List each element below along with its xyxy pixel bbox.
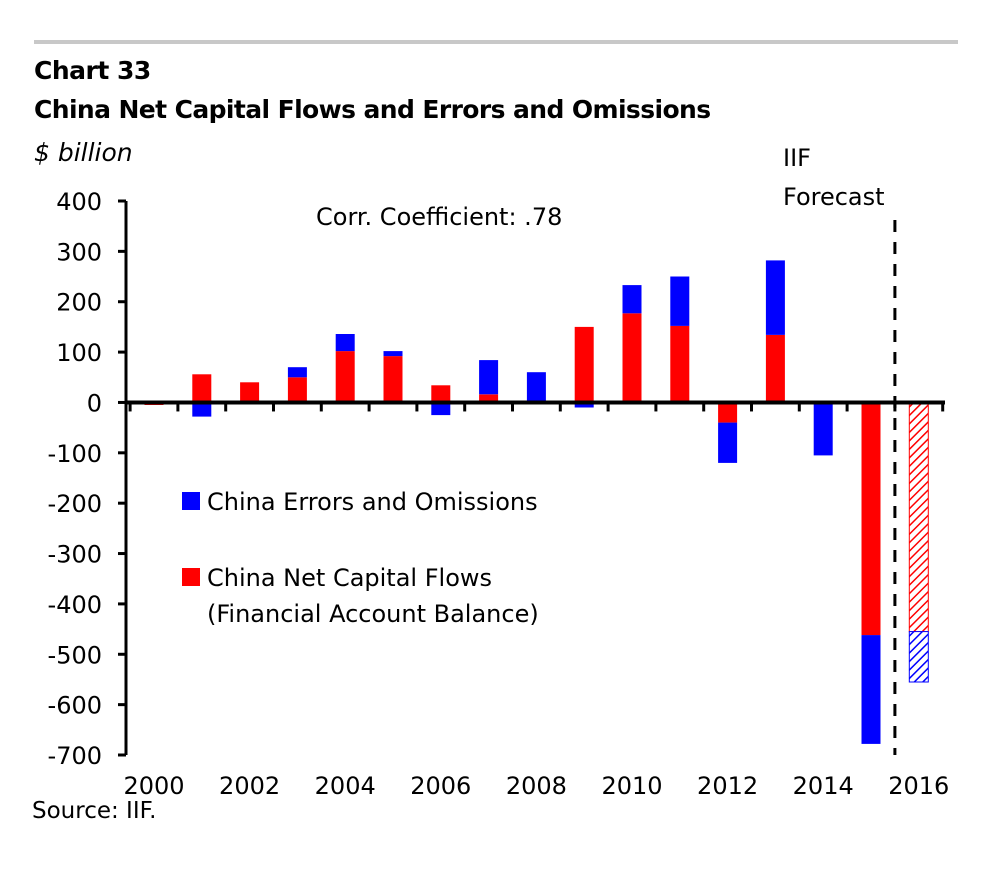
x-tick-label: 2000	[123, 772, 184, 800]
bar-errors-omissions-2013	[765, 260, 785, 335]
bar-net-capital-flows-2003	[287, 377, 307, 403]
x-tick-label: 2016	[888, 772, 949, 800]
bar-net-capital-flows-2002	[240, 382, 260, 403]
forecast-annotation-line2: Forecast	[783, 183, 885, 211]
bar-errors-omissions-2007	[479, 360, 499, 395]
x-tick-label: 2012	[697, 772, 758, 800]
y-tick-label: -500	[48, 641, 102, 669]
bar-errors-omissions-2008	[526, 372, 546, 402]
bar-net-capital-flows-2016	[908, 402, 929, 633]
bar-errors-omissions-2004	[335, 334, 355, 352]
y-tick-label: 300	[56, 238, 102, 266]
bar-net-capital-flows-2007	[479, 394, 499, 403]
legend-label-net-capital-flows-line1: China Net Capital Flows	[207, 564, 492, 592]
top-divider	[34, 40, 958, 44]
x-tick-label: 2010	[601, 772, 662, 800]
bar-net-capital-flows-2015	[861, 402, 881, 636]
legend-label-net-capital-flows-line2: (Financial Account Balance)	[207, 600, 539, 628]
correlation-annotation: Corr. Coefficient: .78	[316, 203, 562, 231]
bar-net-capital-flows-2010	[622, 313, 642, 403]
x-tick-label: 2014	[793, 772, 854, 800]
x-tick-label: 2008	[506, 772, 567, 800]
y-tick-label: -700	[48, 742, 102, 770]
forecast-annotation-line1: IIF	[783, 144, 811, 172]
bar-errors-omissions-2015	[861, 635, 881, 744]
y-tick-label: -200	[48, 490, 102, 518]
legend-swatch-errors-omissions	[182, 492, 200, 510]
bar-errors-omissions-2001	[192, 402, 212, 417]
bar-net-capital-flows-2013	[765, 335, 785, 403]
bars-group	[144, 260, 929, 744]
chart-number: Chart 33	[34, 56, 151, 85]
bar-errors-omissions-2016	[908, 631, 929, 683]
legend-swatch-net-capital-flows	[182, 568, 200, 586]
bar-net-capital-flows-2001	[192, 374, 212, 403]
source-note: Source: IIF.	[32, 798, 157, 824]
y-tick-label: 0	[87, 389, 102, 417]
x-tick-label: 2006	[410, 772, 471, 800]
bar-errors-omissions-2014	[813, 402, 833, 456]
x-tick-label: 2002	[219, 772, 280, 800]
x-tick-label: 2004	[315, 772, 376, 800]
bar-net-capital-flows-2011	[670, 325, 690, 403]
legend-label-errors-omissions: China Errors and Omissions	[207, 488, 538, 516]
bar-errors-omissions-2003	[287, 367, 307, 378]
bar-net-capital-flows-2004	[335, 351, 355, 403]
legend: China Errors and Omissions China Net Cap…	[182, 488, 539, 628]
bar-net-capital-flows-2006	[431, 385, 451, 403]
axes-group	[118, 199, 945, 757]
bar-errors-omissions-2009	[574, 402, 594, 408]
y-tick-label: -600	[48, 692, 102, 720]
y-tick-label: 400	[56, 188, 102, 216]
y-tick-label: 100	[56, 339, 102, 367]
bar-errors-omissions-2010	[622, 285, 642, 314]
bar-net-capital-flows-2009	[574, 326, 594, 403]
bar-net-capital-flows-2012	[718, 402, 738, 423]
y-tick-label: -400	[48, 591, 102, 619]
y-tick-label: 200	[56, 289, 102, 317]
unit-label: $ billion	[34, 138, 133, 167]
bar-errors-omissions-2006	[431, 402, 451, 416]
chart-title: China Net Capital Flows and Errors and O…	[34, 95, 711, 124]
bar-net-capital-flows-2005	[383, 356, 403, 403]
bar-errors-omissions-2011	[670, 276, 690, 326]
x-tick-labels: 2000 2002 2004 2006 2008 2010 2012 2014 2016	[123, 772, 949, 800]
y-tick-labels: 400 300 200 100 0 -100 -200 -300 -400 -500 -600 -70…	[48, 188, 102, 770]
y-tick-label: -100	[48, 440, 102, 468]
bar-errors-omissions-2012	[718, 422, 738, 463]
y-tick-label: -300	[48, 541, 102, 569]
bar-errors-omissions-2005	[383, 351, 403, 357]
